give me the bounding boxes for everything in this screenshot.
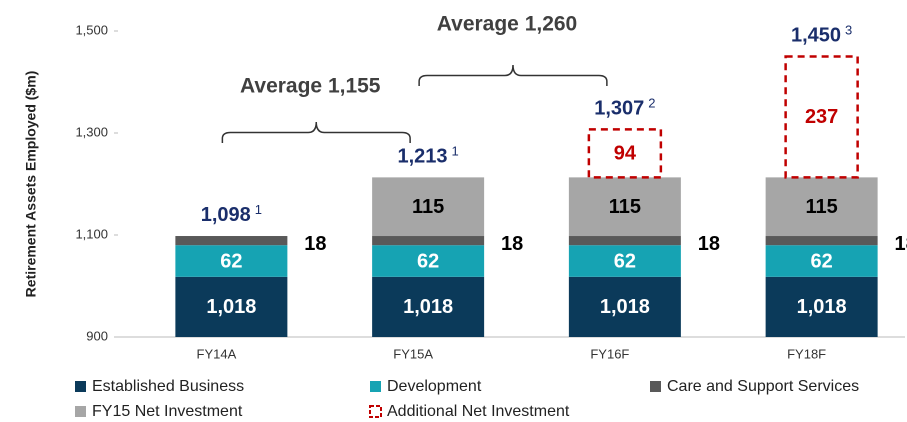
x-tick-label: FY16F <box>590 346 629 361</box>
legend-swatch <box>369 405 382 418</box>
data-label: 62 <box>417 250 439 272</box>
bar-segment <box>175 236 288 246</box>
legend-swatch <box>650 381 661 392</box>
bar-segment <box>568 236 681 246</box>
total-value: 1,213 <box>397 146 447 168</box>
data-label: 18 <box>895 233 907 255</box>
data-label: 18 <box>304 233 326 255</box>
legend-label: Development <box>387 378 482 395</box>
total-value: 1,098 <box>201 204 251 226</box>
data-label: 115 <box>609 196 641 218</box>
data-label: 237 <box>805 106 838 128</box>
bar-segment <box>765 236 878 246</box>
data-label: 1,018 <box>797 296 847 318</box>
bar-segment <box>568 177 681 237</box>
footnote: 1 <box>452 144 459 159</box>
bar-segment <box>175 245 288 277</box>
y-axis-label: Retirement Assets Employed ($m) <box>23 71 39 298</box>
x-tick-label: FY15A <box>393 346 433 361</box>
legend-label: Additional Net Investment <box>387 403 570 420</box>
data-label: 115 <box>805 196 837 218</box>
footnote: 1 <box>255 202 262 217</box>
total-label: 1,307 2 <box>594 96 655 120</box>
annotation: Average 1,155 <box>240 75 381 98</box>
legend-swatch <box>75 381 86 392</box>
data-label: 18 <box>501 233 523 255</box>
total-label: 1,450 3 <box>791 23 852 47</box>
legend-label: FY15 Net Investment <box>92 403 243 420</box>
data-label: 115 <box>412 196 444 218</box>
x-tick-label: FY14A <box>197 346 237 361</box>
data-label: 1,018 <box>206 296 256 318</box>
footnote: 2 <box>648 96 655 111</box>
y-tick-label: 900 <box>86 328 108 343</box>
bar-segment <box>568 276 681 337</box>
y-tick-label: 1,100 <box>75 226 108 241</box>
bar-segment <box>175 276 288 337</box>
bar-segment <box>372 236 485 246</box>
bar-segment <box>765 245 878 277</box>
legend-label: Care and Support Services <box>667 378 859 395</box>
bar-segment <box>784 55 859 179</box>
x-tick-label: FY18F <box>787 346 826 361</box>
y-tick-label: 1,500 <box>75 22 108 37</box>
data-label: 94 <box>614 143 637 165</box>
bar-segment <box>568 245 681 277</box>
total-label: 1,098 1 <box>201 202 262 226</box>
data-label: 1,018 <box>600 296 650 318</box>
bar-segment <box>372 245 485 277</box>
bar-segment <box>765 177 878 237</box>
data-label: 1,018 <box>403 296 453 318</box>
annotation: Average 1,260 <box>437 13 578 36</box>
bar-segment <box>587 128 663 179</box>
bar-segment <box>765 276 878 337</box>
data-label: 62 <box>220 250 242 272</box>
data-label: 18 <box>698 233 720 255</box>
legend-swatch <box>75 406 86 417</box>
legend-swatch <box>370 381 381 392</box>
bar-segment <box>372 177 485 237</box>
bar-segment <box>372 276 485 337</box>
bracket <box>418 64 608 86</box>
total-value: 1,307 <box>594 98 644 120</box>
y-tick-label: 1,300 <box>75 124 108 139</box>
data-label: 62 <box>614 250 636 272</box>
total-value: 1,450 <box>791 25 841 47</box>
data-label: 62 <box>811 250 833 272</box>
total-label: 1,213 1 <box>397 144 458 168</box>
bracket <box>221 121 411 143</box>
legend-label: Established Business <box>92 378 244 395</box>
footnote: 3 <box>845 23 852 38</box>
